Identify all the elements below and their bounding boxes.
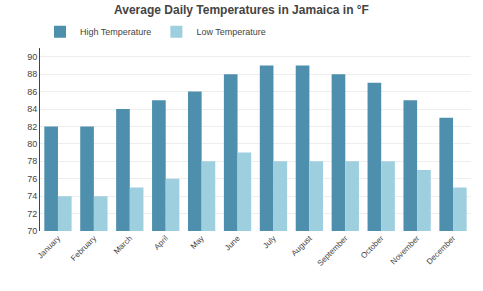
svg-text:76: 76 (27, 174, 37, 184)
svg-text:90: 90 (27, 52, 37, 62)
svg-text:July: July (261, 234, 277, 250)
svg-text:Low Temperature: Low Temperature (196, 27, 265, 37)
svg-text:72: 72 (27, 209, 37, 219)
svg-text:80: 80 (27, 139, 37, 149)
svg-text:December: December (425, 234, 458, 267)
svg-text:January: January (36, 234, 62, 260)
svg-text:74: 74 (27, 191, 37, 201)
svg-text:High Temperature: High Temperature (80, 27, 151, 37)
svg-text:84: 84 (27, 104, 37, 114)
svg-text:March: March (112, 234, 134, 256)
svg-text:September: September (315, 234, 349, 268)
svg-text:78: 78 (27, 156, 37, 166)
svg-text:August: August (290, 233, 315, 258)
svg-text:April: April (152, 234, 170, 252)
svg-text:88: 88 (27, 69, 37, 79)
svg-text:June: June (223, 233, 242, 252)
svg-text:70: 70 (27, 226, 37, 236)
svg-text:May: May (189, 234, 206, 251)
svg-text:February: February (69, 234, 98, 263)
svg-text:November: November (389, 234, 422, 267)
svg-text:86: 86 (27, 87, 37, 97)
svg-text:Average Daily Temperatures in: Average Daily Temperatures in Jamaica in… (114, 3, 369, 17)
svg-text:October: October (359, 234, 386, 261)
svg-text:82: 82 (27, 122, 37, 132)
